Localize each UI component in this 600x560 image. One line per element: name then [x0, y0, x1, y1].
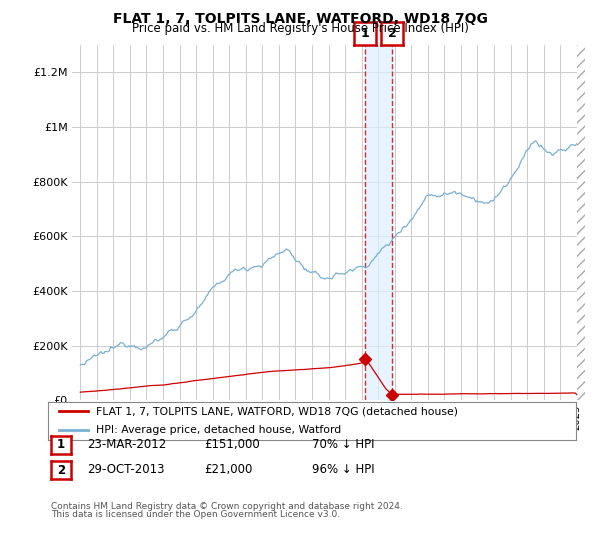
Text: 70% ↓ HPI: 70% ↓ HPI — [312, 437, 374, 451]
Text: HPI: Average price, detached house, Watford: HPI: Average price, detached house, Watf… — [95, 424, 341, 435]
Text: This data is licensed under the Open Government Licence v3.0.: This data is licensed under the Open Gov… — [51, 510, 340, 519]
Text: Contains HM Land Registry data © Crown copyright and database right 2024.: Contains HM Land Registry data © Crown c… — [51, 502, 403, 511]
Text: £21,000: £21,000 — [204, 463, 253, 476]
Text: 29-OCT-2013: 29-OCT-2013 — [87, 463, 164, 476]
Text: 2: 2 — [388, 27, 396, 40]
Bar — [577, 45, 590, 400]
Text: 1: 1 — [361, 27, 370, 40]
Text: £151,000: £151,000 — [204, 437, 260, 451]
Text: Price paid vs. HM Land Registry's House Price Index (HPI): Price paid vs. HM Land Registry's House … — [131, 22, 469, 35]
Text: 1: 1 — [57, 438, 65, 451]
Bar — [365, 45, 392, 400]
Text: 23-MAR-2012: 23-MAR-2012 — [87, 437, 166, 451]
Text: 2: 2 — [57, 464, 65, 477]
Text: FLAT 1, 7, TOLPITS LANE, WATFORD, WD18 7QG: FLAT 1, 7, TOLPITS LANE, WATFORD, WD18 7… — [113, 12, 487, 26]
Text: 96% ↓ HPI: 96% ↓ HPI — [312, 463, 374, 476]
Text: FLAT 1, 7, TOLPITS LANE, WATFORD, WD18 7QG (detached house): FLAT 1, 7, TOLPITS LANE, WATFORD, WD18 7… — [95, 407, 458, 417]
